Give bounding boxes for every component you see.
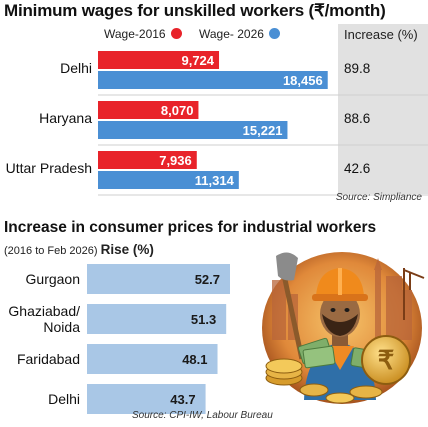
chart-subtitle-prices: (2016 to Feb 2026) Rise (%) bbox=[4, 242, 154, 257]
bar-2026-delhi bbox=[98, 71, 328, 89]
source-wages: Source: Simpliance bbox=[335, 192, 422, 203]
bar-2016-delhi bbox=[98, 51, 220, 69]
cpi-category-label-ghaziabad-noida-line-2: Noida bbox=[43, 319, 80, 335]
chart-title-prices: Increase in consumer prices for industri… bbox=[4, 219, 377, 236]
source-prices: Source: CPI-IW, Labour Bureau bbox=[132, 410, 273, 421]
cpi-category-label-faridabad: Faridabad bbox=[17, 351, 80, 367]
legend-label-2016: Wage-2016 bbox=[104, 27, 166, 41]
value-label-2026-uttar-pradesh: 11,314 bbox=[195, 173, 235, 188]
bar-2016-uttar-pradesh bbox=[98, 151, 197, 169]
wage-chart: Delhi 9,724 18,456 89.8 Haryana 8,070 15,221 88… bbox=[6, 51, 428, 196]
cpi-value-label-faridabad: 48.1 bbox=[182, 352, 207, 367]
cpi-bar-delhi bbox=[87, 384, 206, 414]
cpi-bar-ghaziabad-noida bbox=[87, 304, 227, 334]
legend-label-2026: Wage- 2026 bbox=[199, 27, 264, 41]
legend-item-2026: Wage- 2026 bbox=[199, 27, 280, 41]
increase-value-haryana: 88.6 bbox=[344, 111, 370, 126]
chart-title-wages: Minimum wages for unskilled workers (₹/m… bbox=[4, 1, 386, 20]
subtitle-rise: Rise (%) bbox=[100, 242, 154, 257]
hard-hat-icon bbox=[312, 268, 368, 301]
bar-2016-haryana bbox=[98, 101, 199, 119]
value-label-2026-delhi: 18,456 bbox=[283, 73, 323, 88]
coins-icon: ₹ bbox=[265, 335, 411, 404]
cpi-bar-gurgaon bbox=[87, 264, 230, 294]
increase-header: Increase (%) bbox=[344, 27, 418, 42]
worker-with-money-illustration: ₹ bbox=[262, 252, 425, 404]
cpi-chart: 52.7 Gurgaon 51.3 Ghaziabad/Noida 48.1 Farida… bbox=[8, 264, 230, 414]
legend-swatch-2016 bbox=[170, 28, 182, 39]
bar-2026-uttar-pradesh bbox=[98, 171, 239, 189]
increase-value-uttar-pradesh: 42.6 bbox=[344, 161, 370, 176]
cpi-value-label-gurgaon: 52.7 bbox=[195, 272, 220, 287]
legend-item-2016: Wage-2016 bbox=[104, 27, 182, 41]
cpi-value-label-delhi: 43.7 bbox=[170, 392, 195, 407]
category-label-haryana: Haryana bbox=[39, 110, 92, 126]
svg-text:₹: ₹ bbox=[378, 345, 395, 375]
cpi-value-label-ghaziabad-noida: 51.3 bbox=[191, 312, 216, 327]
increase-panel bbox=[338, 24, 428, 194]
cpi-category-label-ghaziabad-noida-line-1: Ghaziabad/ bbox=[8, 303, 80, 319]
value-label-2016-haryana: 8,070 bbox=[161, 103, 194, 118]
cpi-category-label-delhi: Delhi bbox=[48, 391, 80, 407]
value-label-2026-haryana: 15,221 bbox=[243, 123, 283, 138]
legend-swatch-2026 bbox=[268, 28, 280, 39]
shovel-icon bbox=[276, 252, 305, 360]
category-label-uttar-pradesh: Uttar Pradesh bbox=[6, 160, 92, 176]
bar-2026-haryana bbox=[98, 121, 288, 139]
crane-icon bbox=[403, 268, 425, 320]
increase-value-delhi: 89.8 bbox=[344, 61, 370, 76]
cpi-category-label-gurgaon: Gurgaon bbox=[26, 271, 80, 287]
value-label-2016-delhi: 9,724 bbox=[181, 53, 214, 68]
subtitle-period: (2016 to Feb 2026) bbox=[4, 245, 98, 257]
category-label-delhi: Delhi bbox=[60, 60, 92, 76]
cpi-bar-faridabad bbox=[87, 344, 218, 374]
value-label-2016-uttar-pradesh: 7,936 bbox=[159, 153, 192, 168]
